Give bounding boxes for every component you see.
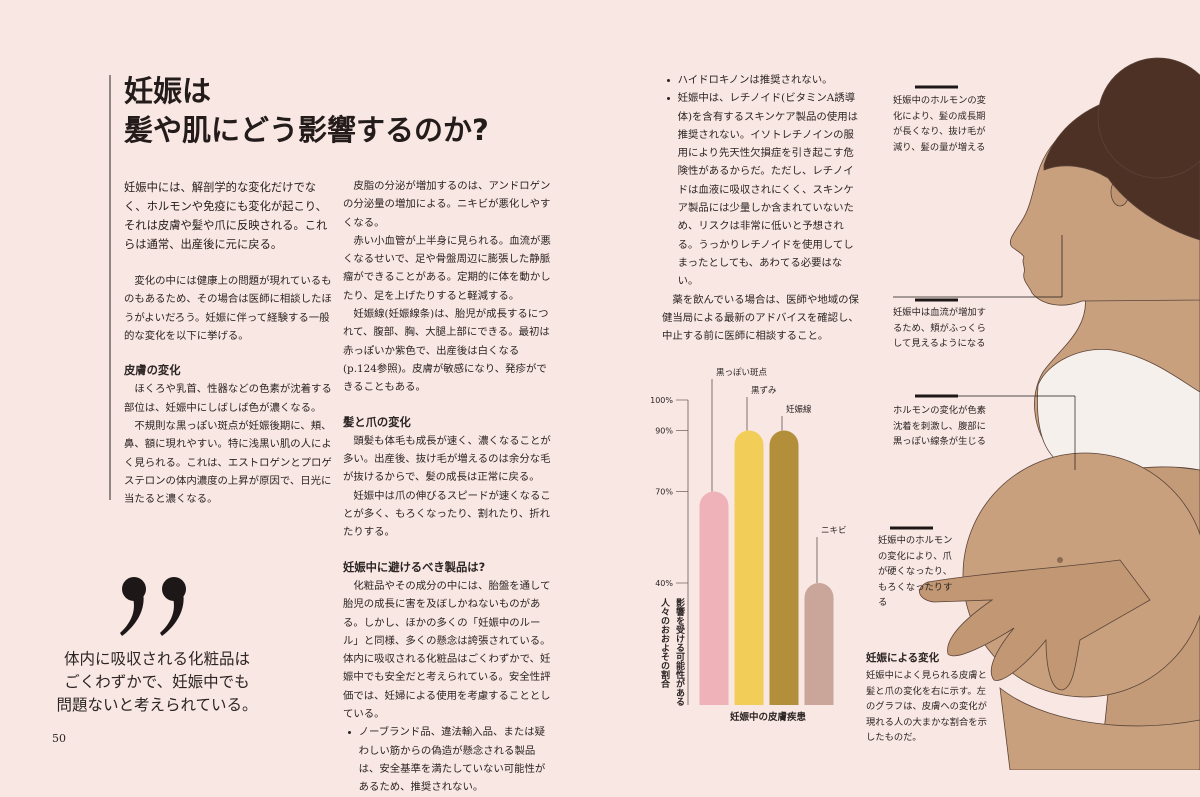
- pull-quote: 体内に吸収される化粧品は ごくわずかで、妊娠中でも 問題ないと考えられている。: [48, 648, 266, 717]
- bar: [734, 430, 764, 705]
- intro: 妊娠中には、解剖学的な変化だけでなく、ホルモンや免疫にも変化が起こり、それは皮膚…: [124, 181, 328, 251]
- title: 妊娠は 髪や肌にどう影響するのか?: [124, 72, 489, 150]
- heading: 妊娠中に避けるべき製品は?: [343, 560, 486, 574]
- illustration: [919, 57, 1200, 770]
- bar: [769, 430, 799, 705]
- title-line: 髪や肌にどう影響するのか?: [124, 113, 489, 147]
- quote-line: 問題ないと考えられている。: [56, 696, 258, 714]
- heading: 髪と爪の変化: [343, 415, 411, 429]
- quote-line: ごくわずかで、妊娠中でも: [64, 673, 250, 691]
- category-label: ニキビ: [821, 526, 847, 536]
- y-axis-label: 影響を受ける可能性がある人々のおおよその割合: [659, 598, 684, 706]
- x-axis-label: 妊娠中の皮膚疾患: [730, 711, 807, 723]
- category-label: 黒っぽい斑点: [716, 367, 768, 378]
- y-tick-label: 70%: [655, 488, 673, 497]
- caption: 妊娠による変化 妊娠中によく見られる皮膚と髪と爪の変化を右に示す。左のグラフは、…: [866, 650, 992, 746]
- quote-mark: [120, 577, 186, 636]
- bullet: ハイドロキノンは推奨されない。: [662, 71, 862, 89]
- y-tick-label: 100%: [650, 396, 673, 405]
- title-line: 妊娠は: [124, 74, 212, 108]
- annotation: ホルモンの変化が色素沈着を刺激し、腹部に黒っぽい線条が生じる: [893, 405, 986, 447]
- quote-line: 体内に吸収される化粧品は: [63, 650, 250, 668]
- paragraph: ほくろや乳首、性器などの色素が沈着する部位は、妊娠中にしばしば色が濃くなる。: [124, 383, 332, 414]
- bar: [804, 583, 834, 705]
- y-tick-label: 90%: [655, 427, 673, 436]
- caption-heading: 妊娠による変化: [866, 652, 940, 664]
- caption-text: 妊娠中によく見られる皮膚と髪と爪の変化を右に示す。左のグラフは、皮膚への変化が現…: [866, 670, 987, 743]
- paragraph: 薬を飲んでいる場合は、医師や地域の保健当局による最新のアドバイスを確認し、中止す…: [662, 293, 859, 343]
- column-2: 皮脂の分泌が増加するのは、アンドロゲンの分泌量の増加による。ニキビが悪化しやすく…: [343, 177, 553, 797]
- bar: [699, 491, 729, 705]
- paragraph: 化粧品やその成分の中には、胎盤を通して胎児の成長に害を及ぼしかねないものがある。…: [343, 579, 551, 721]
- bullet: ノーブランド品、違法輸入品、または疑わしい筋からの偽造が懸念される製品は、安全基…: [343, 723, 553, 796]
- leader-lines: [890, 85, 1076, 530]
- column-body: 変化の中には健康上の問題が現れているものもあるため、その場合は医師に相談したほう…: [124, 272, 334, 509]
- heading: 皮膚の変化: [124, 364, 181, 378]
- paragraph: 妊娠線(妊娠線条)は、胎児が成長するにつれて、腹部、胸、大腿上部にできる。最初は…: [343, 308, 550, 394]
- paragraph: 赤い小血管が上半身に見られる。血流が悪くなるせいで、足や骨盤周辺に膨張した静脈瘤…: [343, 234, 551, 302]
- paragraph: 頭髪も体毛も成長が速く、濃くなることが多い。出産後、抜け毛が増えるのは余分な毛が…: [343, 434, 551, 484]
- paragraph: 皮脂の分泌が増加するのは、アンドロゲンの分泌量の増加による。ニキビが悪化しやすく…: [343, 180, 551, 229]
- page-number: 50: [52, 732, 66, 745]
- bullet: 妊娠中は、レチノイド(ビタミンA誘導体)を含有するスキンケア製品の使用は推奨され…: [662, 89, 862, 290]
- column-3: ハイドロキノンは推奨されない。 妊娠中は、レチノイド(ビタミンA誘導体)を含有する…: [662, 71, 862, 345]
- y-tick-label: 40%: [655, 579, 673, 588]
- category-label: 黒ずみ: [751, 385, 777, 396]
- page: 40% 70% 90% 100% 黒っぽい斑点黒ずみ 妊娠線ニキビ妊娠中の皮膚疾患 妊娠は…: [48, 57, 1200, 794]
- column-1: 妊娠中には、解剖学的な変化だけでなく、ホルモンや免疫にも変化が起こり、それは皮膚…: [124, 178, 334, 509]
- annotation: 妊娠中のホルモンの変化により、髪の成長期が長くなり、抜け毛が減り、髪の量が増える: [893, 95, 986, 153]
- category-label: 妊娠線: [786, 404, 812, 415]
- annotation: 妊娠中は血流が増加するため、頬がふっくらして見えるようになる: [893, 307, 986, 349]
- paragraph: 妊娠中は爪の伸びるスピードが速くなることが多く、もろくなったり、割れたり、折れた…: [343, 489, 551, 539]
- annotation: 妊娠中のホルモンの変化により、爪が硬くなったり、もろくなったりする: [878, 535, 953, 608]
- paragraph: 不規則な黒っぽい斑点が妊娠後期に、頬、鼻、額に現れやすい。特に浅黒い肌の人によく…: [124, 420, 332, 506]
- paragraph: 変化の中には健康上の問題が現れているものもあるため、その場合は医師に相談したほう…: [124, 275, 332, 342]
